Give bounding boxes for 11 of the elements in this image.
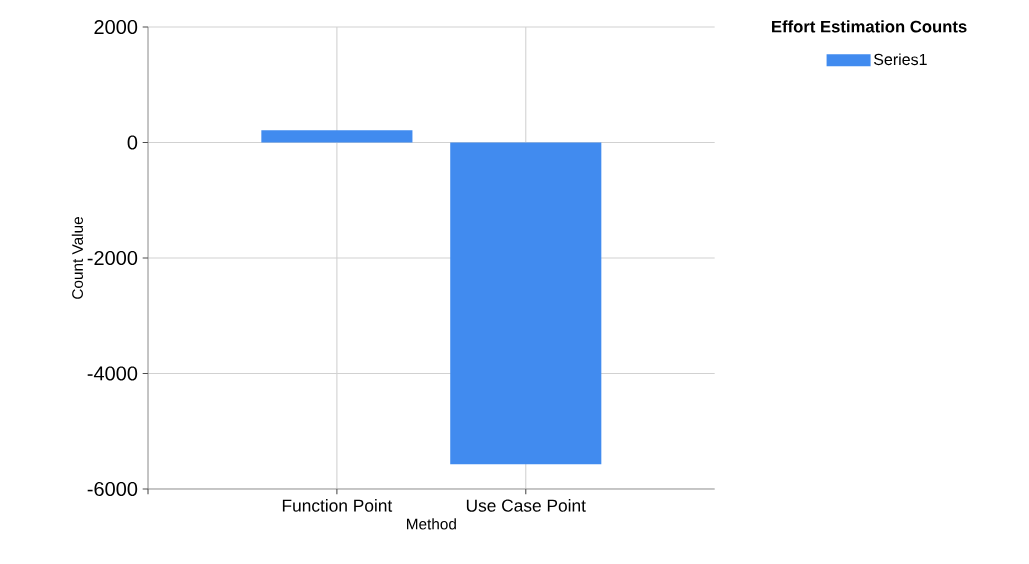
x-tick-label: Function Point: [282, 499, 393, 512]
y-axis-title: Count Value: [71, 217, 83, 299]
y-tick-label: -2000: [87, 250, 138, 266]
y-tick-label: -4000: [87, 366, 138, 381]
x-tick-label: Use Case Point: [466, 499, 586, 512]
x-axis-title: Method: [407, 518, 456, 530]
y-tick-label: 2000: [94, 19, 138, 35]
legend-label: Series1: [873, 53, 927, 66]
legend-title: Effort Estimation Counts: [772, 20, 967, 33]
y-tick-label: 0: [127, 135, 138, 150]
y-tick-label: -6000: [87, 481, 138, 497]
